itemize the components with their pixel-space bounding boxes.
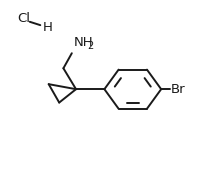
Text: 2: 2: [87, 41, 93, 51]
Text: H: H: [42, 21, 52, 34]
Text: Cl: Cl: [17, 12, 30, 26]
Text: Br: Br: [171, 83, 186, 96]
Text: NH: NH: [74, 36, 94, 49]
